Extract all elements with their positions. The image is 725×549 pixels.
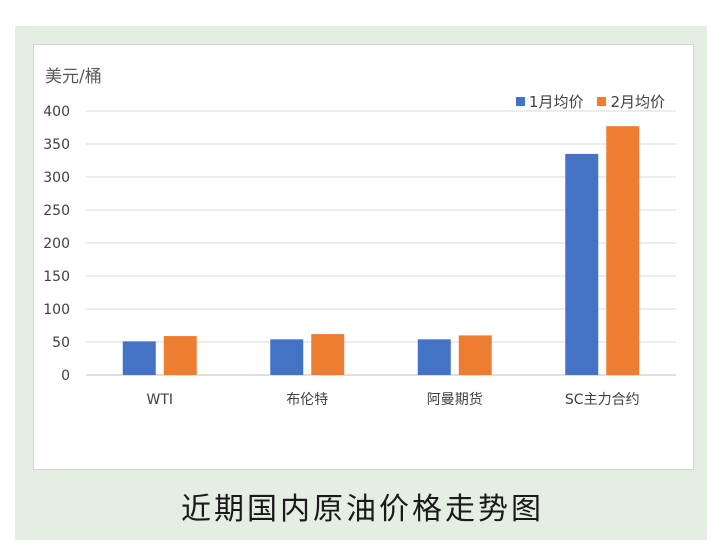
y-tick-label: 0: [61, 368, 70, 384]
x-tick-label: SC主力合约: [565, 392, 640, 408]
y-tick-label: 400: [43, 104, 70, 120]
chart-legend: 1月均价 2月均价: [515, 91, 665, 112]
x-tick-label: WTI: [146, 392, 173, 408]
legend-swatch-series-1: [515, 97, 525, 106]
legend-swatch-series-2: [597, 97, 607, 106]
y-tick-label: 350: [43, 137, 70, 153]
legend-label-series-1: 1月均价: [528, 93, 584, 111]
legend-item-series-2: 2月均价: [597, 91, 665, 112]
bar-2-2: [311, 334, 345, 375]
bar-1-4: [565, 153, 599, 375]
y-axis-unit-label: 美元/桶: [45, 67, 102, 87]
y-tick-label: 300: [43, 170, 70, 186]
y-tick-label: 50: [52, 335, 70, 351]
y-tick-label: 150: [43, 269, 70, 285]
bar-2-4: [606, 126, 640, 376]
bar-1-2: [270, 339, 304, 375]
x-tick-label: 布伦特: [286, 392, 328, 408]
y-tick-label: 100: [43, 302, 70, 318]
y-tick-label: 250: [43, 203, 70, 219]
bar-2-3: [458, 335, 492, 375]
x-tick-label: 阿曼期货: [427, 391, 483, 408]
y-tick-label: 200: [43, 236, 70, 252]
bar-2-1: [163, 336, 197, 375]
bar-1-1: [122, 341, 156, 375]
legend-label-series-2: 2月均价: [610, 93, 665, 111]
legend-item-series-1: 1月均价: [515, 91, 584, 112]
chart-caption-title: 近期国内原油价格走势图: [181, 492, 544, 527]
bar-1-3: [417, 339, 451, 375]
